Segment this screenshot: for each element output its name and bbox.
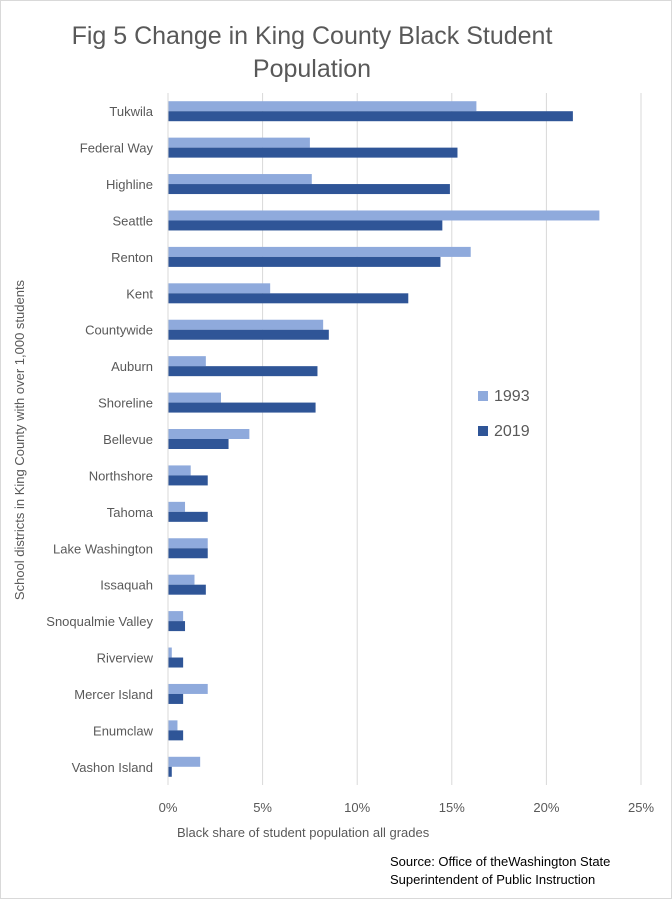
bar-1993-shoreline [168, 392, 221, 403]
bar-2019-snoqualmie-valley [168, 621, 186, 632]
x-tick-label: 15% [439, 800, 465, 815]
bar-1993-highline [168, 174, 312, 185]
bar-1993-bellevue [168, 429, 250, 439]
bar-2019-renton [168, 256, 441, 267]
bar-2019-highline [168, 184, 450, 195]
category-label: Auburn [111, 359, 153, 374]
bar-2019-lake-washington [168, 548, 208, 559]
bar-1993-vashon-island [168, 756, 201, 767]
bar-2019-auburn [168, 366, 318, 377]
category-label: Federal Way [80, 141, 154, 156]
category-label: Issaquah [100, 578, 153, 593]
bar-2019-enumclaw [168, 730, 184, 741]
y-axis-title: School districts in King County with ove… [12, 279, 27, 600]
x-tick-label: 25% [628, 800, 654, 815]
bar-2019-northshore [168, 475, 208, 486]
bar-2019-issaquah [168, 584, 206, 595]
legend-swatch-2019 [478, 426, 488, 436]
bar-1993-enumclaw [168, 720, 178, 731]
legend-swatch-1993 [478, 391, 488, 401]
bar-1993-renton [168, 246, 471, 257]
bar-2019-federal-way [168, 147, 458, 158]
bar-2019-tahoma [168, 511, 208, 522]
category-label: Enumclaw [93, 723, 154, 738]
bar-1993-lake-washington [168, 538, 208, 549]
legend-label-2019: 2019 [494, 423, 530, 440]
bar-2019-mercer-island [168, 693, 184, 704]
category-label: Bellevue [103, 432, 153, 447]
category-label: Shoreline [98, 396, 153, 411]
bar-1993-seattle [168, 210, 600, 221]
source-note: Source: Office of theWashington State Su… [390, 854, 611, 887]
category-label: Seattle [113, 213, 153, 228]
bar-1993-kent [168, 283, 271, 294]
bar-1993-northshore [168, 465, 191, 476]
bar-2019-countywide [168, 329, 329, 340]
bar-1993-snoqualmie-valley [168, 611, 184, 622]
category-label: Tukwila [109, 104, 153, 119]
legend-label-1993: 1993 [494, 388, 530, 405]
bar-1993-auburn [168, 356, 206, 367]
category-label: Tahoma [107, 505, 154, 520]
category-label: Vashon Island [72, 760, 153, 775]
bar-1993-countywide [168, 319, 324, 330]
chart-title: Fig 5 Change in King County Black Studen… [71, 22, 553, 83]
bar-1993-mercer-island [168, 683, 208, 694]
bar-1993-federal-way [168, 137, 310, 148]
bar-2019-kent [168, 293, 409, 304]
bar-2019-riverview [168, 657, 184, 668]
bar-1993-issaquah [168, 574, 195, 585]
x-tick-label: 0% [159, 800, 178, 815]
category-label: Countywide [85, 323, 153, 338]
bar-2019-bellevue [168, 439, 229, 449]
x-tick-label: 20% [533, 800, 559, 815]
category-label: Renton [111, 250, 153, 265]
category-label: Kent [126, 286, 153, 301]
bar-1993-tukwila [168, 101, 477, 112]
bar-2019-tukwila [168, 111, 573, 122]
bar-1993-tahoma [168, 501, 186, 512]
x-axis-title: Black share of student population all gr… [177, 825, 430, 840]
bar-2019-vashon-island [168, 766, 172, 777]
bar-1993-riverview [168, 647, 172, 658]
category-label: Highline [106, 177, 153, 192]
x-tick-label: 5% [253, 800, 272, 815]
category-label: Lake Washington [53, 541, 153, 556]
category-label: Mercer Island [74, 687, 153, 702]
category-label: Riverview [97, 651, 154, 666]
bar-2019-shoreline [168, 402, 316, 413]
bar-2019-seattle [168, 220, 443, 231]
category-label: Northshore [89, 468, 153, 483]
category-label: Snoqualmie Valley [46, 614, 153, 629]
x-tick-label: 10% [344, 800, 370, 815]
